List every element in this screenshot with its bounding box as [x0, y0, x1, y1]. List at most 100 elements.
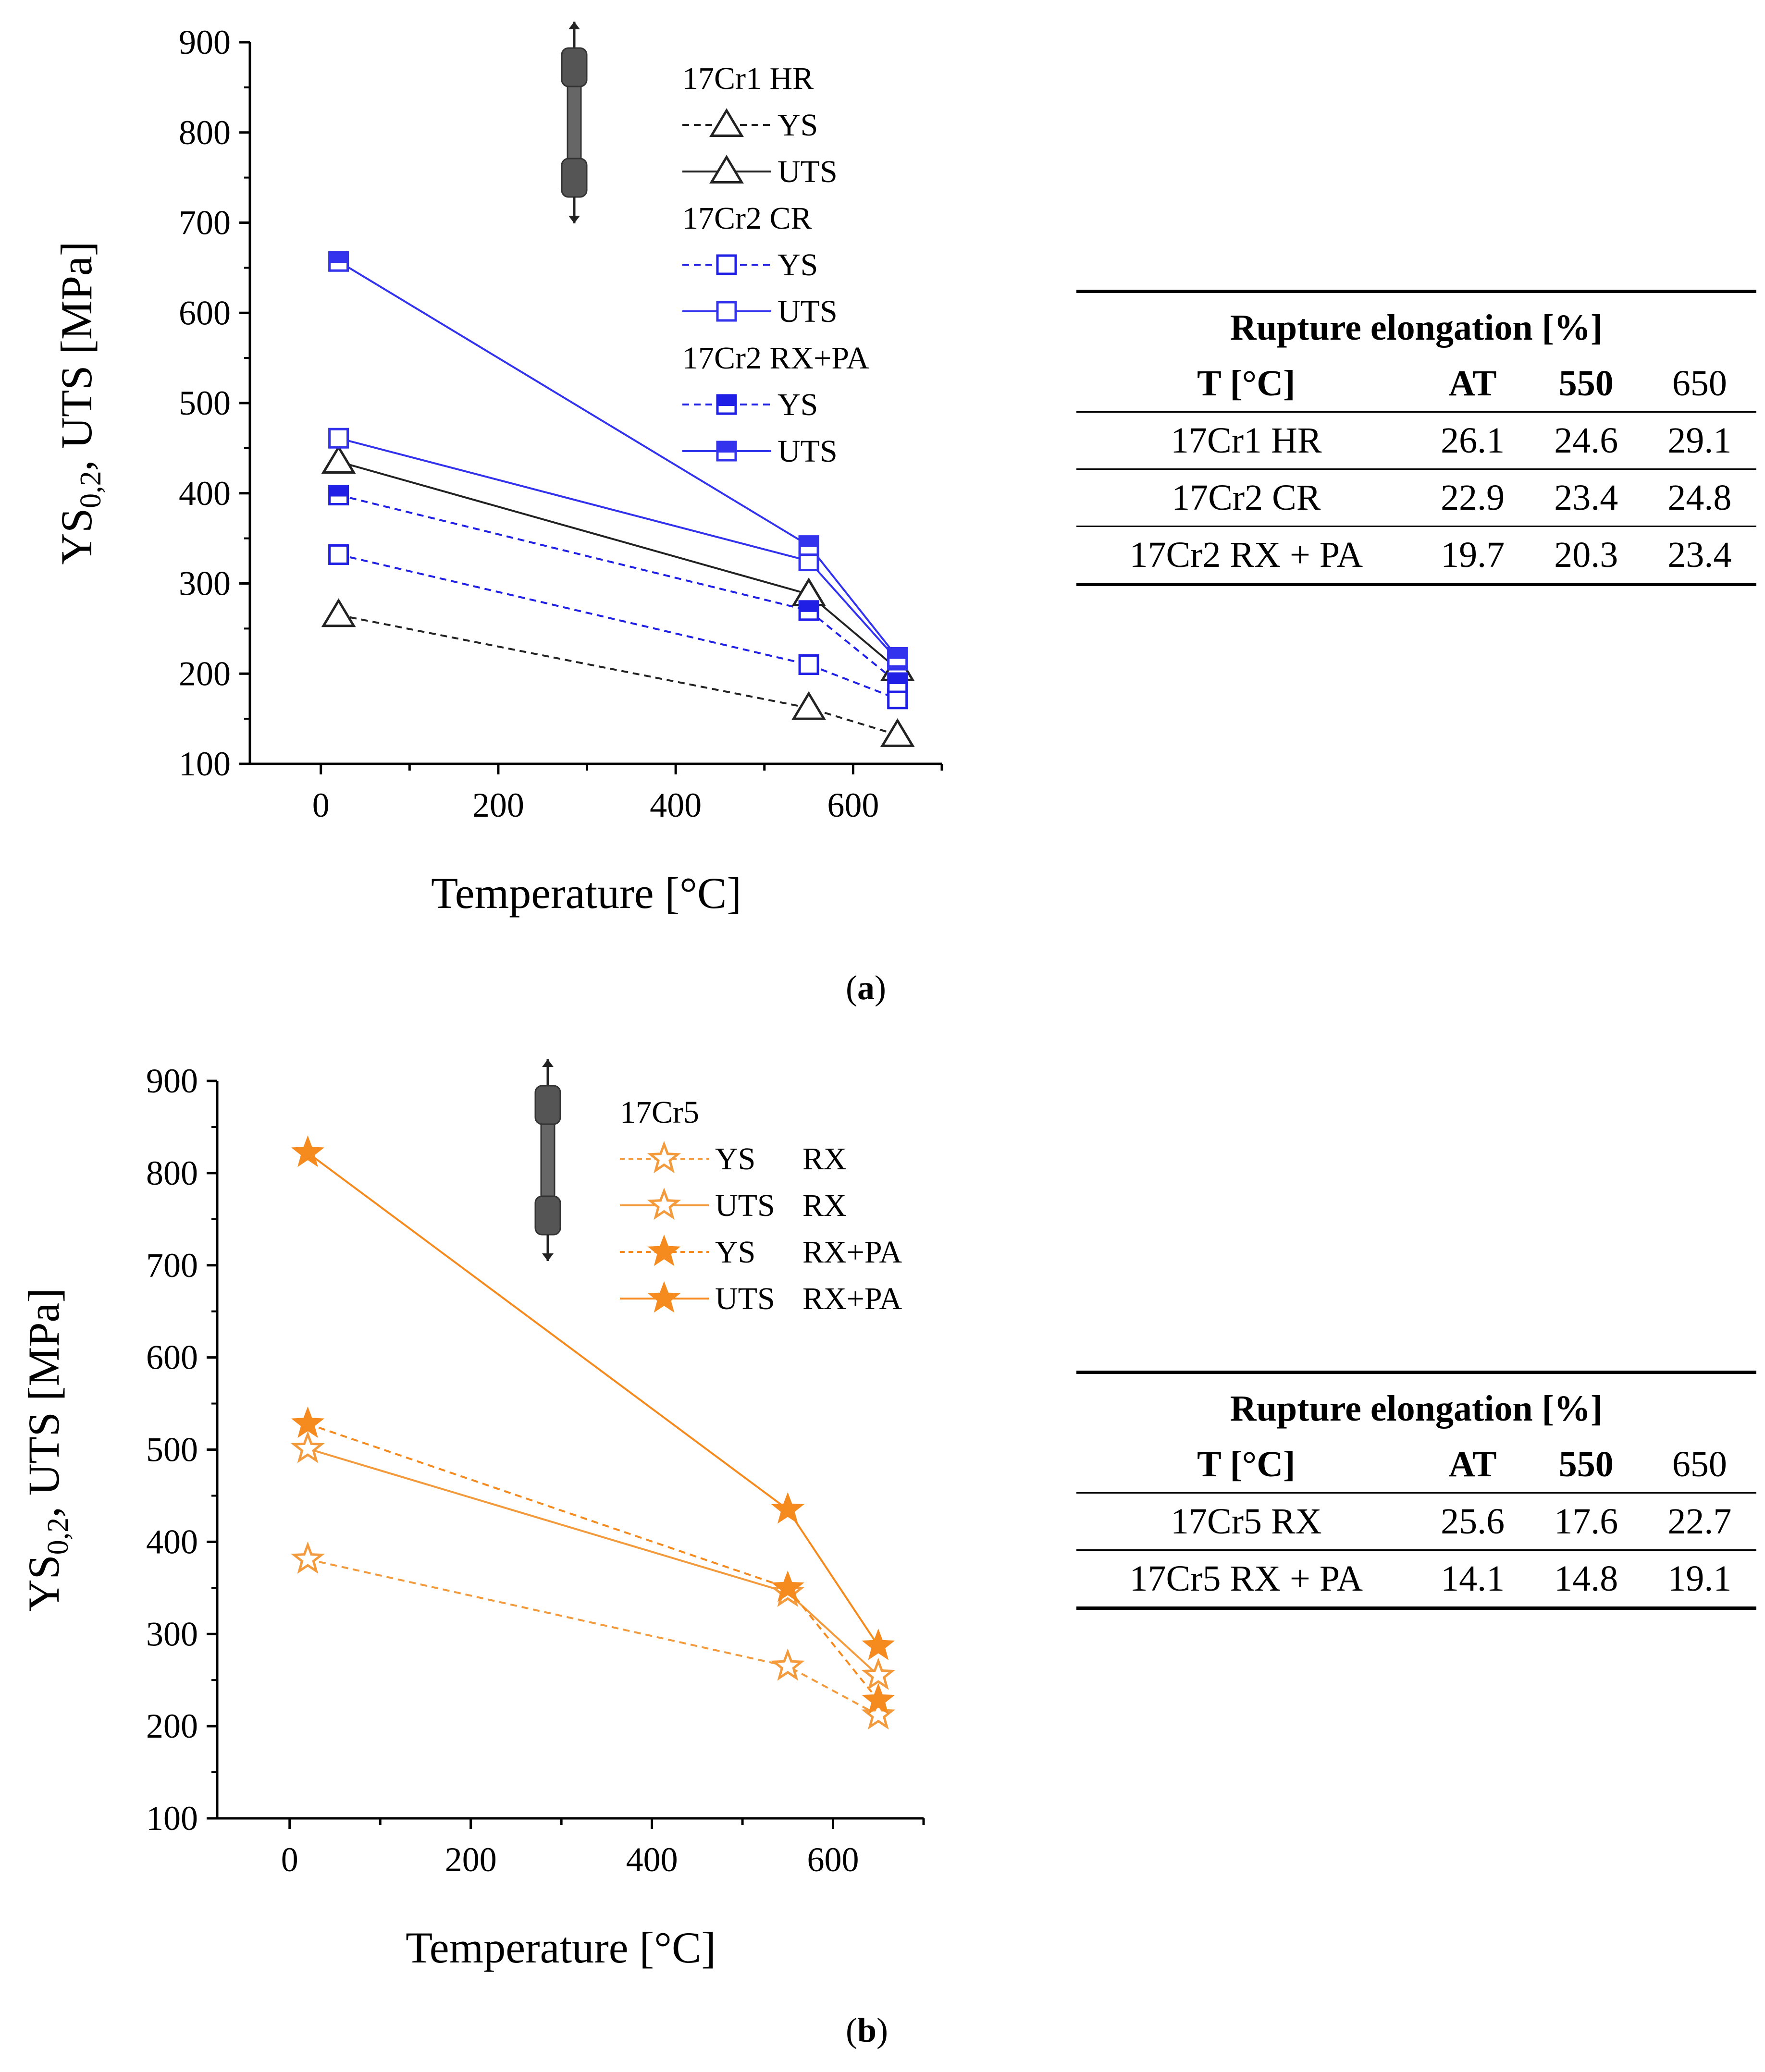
- table-header-t: T [°C]: [1197, 363, 1296, 404]
- data-point-star: [647, 1234, 681, 1266]
- data-point-square-fill: [800, 601, 818, 612]
- table-title: Rupture elongation [%]: [1230, 307, 1603, 348]
- table-header-at: AT: [1448, 363, 1497, 404]
- data-point-triangle: [791, 691, 826, 720]
- legend-group-title: 17Cr2 CR: [682, 201, 812, 236]
- data-point-square: [716, 301, 737, 322]
- arrowhead-up: [568, 22, 580, 29]
- y-tick-label: 100: [146, 1799, 198, 1838]
- data-point-star: [771, 1570, 804, 1602]
- table-title: Rupture elongation [%]: [1230, 1388, 1603, 1429]
- series-line-ys: [338, 553, 898, 700]
- table-cell: 23.4: [1529, 468, 1643, 527]
- elongation-table-a: Rupture elongation [%] T [°C] AT 550 650…: [1076, 290, 1756, 586]
- table-cell: 24.8: [1642, 468, 1756, 527]
- table-header-at: AT: [1448, 1444, 1497, 1484]
- specimen-head-bottom: [534, 1195, 561, 1236]
- legend-label: YS: [778, 108, 818, 143]
- table-row: 17Cr5 RX 25.6 17.6 22.7: [1076, 1492, 1756, 1550]
- legend-label: UTS: [778, 154, 838, 189]
- table-cell: 17Cr5 RX: [1076, 1492, 1416, 1550]
- legend-label: YS: [778, 387, 818, 422]
- specimen-gauge: [567, 86, 582, 159]
- x-tick-label: 200: [445, 1840, 497, 1879]
- specimen-head-top: [561, 47, 588, 87]
- data-point-star: [647, 1140, 681, 1174]
- caption-b: (b): [846, 2011, 889, 2049]
- series-line-uts: [307, 1152, 879, 1647]
- data-point-square-fill: [888, 674, 907, 685]
- data-point-square: [328, 428, 349, 449]
- chart-panel-a: 100 200 300 400 500 600 700 800 900 0 200 400 600 Tem…: [52, 23, 943, 918]
- arrowhead-up: [542, 1059, 554, 1067]
- table-cell: 26.1: [1416, 411, 1530, 469]
- legend: 17Cr1 HR YS UTS 17Cr2 CR YS UTS 17Cr2 RX+PA YS U…: [682, 61, 869, 469]
- table-cell: 24.6: [1529, 411, 1643, 469]
- specimen-head-top: [534, 1085, 561, 1125]
- y-tick-label: 200: [146, 1707, 198, 1745]
- table-cell: 17Cr5 RX + PA: [1076, 1549, 1416, 1610]
- series-line-ys: [308, 1558, 879, 1716]
- y-tick-label: 800: [179, 113, 231, 152]
- y-tick-label: 900: [179, 23, 231, 61]
- arrowhead-down: [542, 1253, 554, 1261]
- table-row: 17Cr2 RX + PA 19.7 20.3 23.4: [1076, 526, 1756, 586]
- legend-label: YS: [715, 1235, 755, 1270]
- x-axis-label: Temperature [°C]: [431, 869, 741, 918]
- y-axis-label: YS0,2, UTS [MPa]: [52, 242, 107, 565]
- caption-a: (a): [846, 969, 886, 1007]
- specimen-head-bottom: [561, 158, 588, 198]
- table-cell: 14.8: [1529, 1549, 1643, 1610]
- data-point-square: [328, 544, 349, 565]
- table-cell: 22.9: [1416, 468, 1530, 527]
- x-tick-label: 0: [312, 786, 330, 824]
- y-tick-label: 400: [179, 474, 231, 513]
- x-tick-label: 600: [827, 786, 879, 824]
- data-point-triangle: [321, 598, 356, 627]
- data-point-star: [647, 1281, 681, 1313]
- chart-panel-b: 100 200 300 400 500 600 700 800 900 0 200 400 600 Tem…: [19, 1062, 925, 1972]
- table-row: 17Cr5 RX + PA 14.1 14.8 19.1: [1076, 1549, 1756, 1610]
- table-cell: 17.6: [1529, 1492, 1643, 1550]
- data-point-star: [647, 1187, 681, 1220]
- series-line-uts: [307, 1447, 879, 1677]
- data-point-star: [861, 1697, 896, 1730]
- y-tick-label: 300: [146, 1615, 198, 1653]
- data-point-star: [862, 1683, 895, 1715]
- specimen-gauge: [540, 1123, 555, 1197]
- data-point-star: [862, 1628, 895, 1660]
- legend-label: UTS: [778, 294, 838, 329]
- arrowhead-down: [568, 216, 580, 223]
- data-point-star: [291, 1541, 325, 1574]
- data-point-star: [291, 1431, 325, 1463]
- x-tick-label: 400: [626, 1840, 678, 1879]
- table-cell: 14.1: [1416, 1549, 1530, 1610]
- table-cell: 23.4: [1642, 526, 1756, 586]
- y-tick-label: 900: [146, 1062, 198, 1100]
- table-cell: 19.7: [1416, 526, 1530, 586]
- table-header-550: 550: [1558, 363, 1614, 404]
- y-tick-label: 200: [179, 654, 231, 693]
- data-point-star: [291, 1406, 324, 1438]
- legend-title: 17Cr5: [620, 1095, 699, 1130]
- legend-condition: RX: [802, 1188, 847, 1223]
- table-header-650: 650: [1672, 1444, 1727, 1484]
- y-tick-label: 700: [146, 1246, 198, 1285]
- data-point-star: [861, 1657, 896, 1690]
- legend-label: YS: [715, 1141, 755, 1177]
- legend-label: UTS: [715, 1281, 775, 1316]
- y-tick-label: 700: [179, 204, 231, 242]
- table-cell: 29.1: [1642, 411, 1756, 469]
- table-cell: 22.7: [1642, 1492, 1756, 1550]
- data-point-star: [291, 1135, 324, 1167]
- y-tick-label: 600: [179, 294, 231, 332]
- legend: 17Cr5 YS RX UTS RX YS RX+PA UTS RX+PA: [620, 1095, 902, 1316]
- x-axis-label: Temperature [°C]: [406, 1923, 716, 1972]
- data-point-star: [771, 1492, 804, 1524]
- table-cell: 25.6: [1416, 1492, 1530, 1550]
- table-cell: 17Cr1 HR: [1076, 411, 1416, 469]
- legend-group-title: 17Cr2 RX+PA: [682, 341, 869, 376]
- y-tick-label: 800: [146, 1154, 198, 1192]
- x-tick-label: 0: [281, 1840, 298, 1879]
